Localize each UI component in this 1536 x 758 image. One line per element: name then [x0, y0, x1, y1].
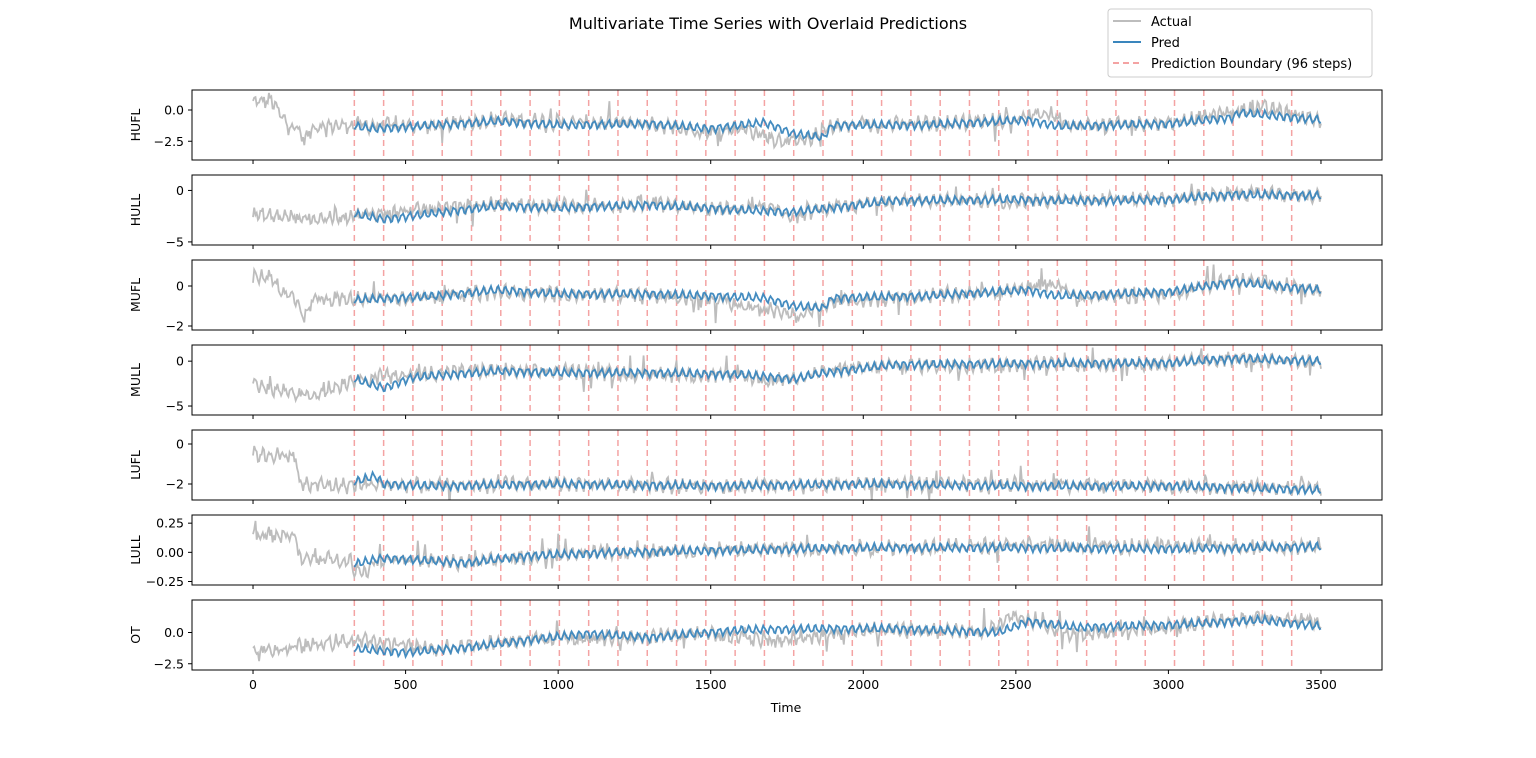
subplot-mull: 0 −5 MULL — [128, 344, 1383, 419]
y-tick-label: 0.00 — [156, 545, 184, 560]
y-axis-label: OT — [128, 626, 143, 644]
subplot-frame — [191, 344, 1383, 416]
subplot-frame — [191, 174, 1383, 246]
y-tick-label: 0 — [176, 183, 184, 198]
y-tick-label: 0.0 — [164, 103, 184, 118]
x-tick-label: 2500 — [1000, 677, 1032, 692]
chart-title: Multivariate Time Series with Overlaid P… — [569, 14, 967, 33]
pred-series-line — [353, 469, 1322, 496]
x-tick-label: 1500 — [695, 677, 727, 692]
subplot-ot: 0.0 −2.5 OT 0 500 1000 1500 2000 2500 3000 3500 — [128, 599, 1383, 692]
pred-series-line — [353, 107, 1322, 142]
pred-series-line — [353, 277, 1322, 313]
x-axis-label: Time — [770, 700, 802, 715]
subplot-frame — [191, 514, 1383, 586]
legend-frame — [1107, 8, 1373, 78]
subplot-lufl: 0 −2 LUFL — [128, 429, 1383, 504]
y-axis-label: LULL — [128, 535, 143, 564]
subplot-frame — [191, 89, 1383, 161]
legend: Actual Pred Prediction Boundary (96 step… — [1107, 8, 1373, 78]
x-tick-label: 3000 — [1153, 677, 1185, 692]
x-tick-label: 500 — [394, 677, 418, 692]
pred-series-line — [353, 613, 1322, 660]
y-tick-label: 0.25 — [156, 516, 184, 531]
y-tick-label: −5 — [166, 399, 184, 414]
y-axis-label: HUFL — [128, 109, 143, 142]
y-tick-label: −2 — [166, 477, 184, 492]
subplot-hufl: 0.0 −2.5 HUFL — [128, 89, 1383, 164]
subplot-frame — [191, 599, 1383, 671]
y-tick-label: 0.0 — [164, 625, 184, 640]
y-axis-label: HULL — [128, 194, 143, 227]
pred-series-line — [353, 188, 1322, 224]
subplot-mufl: 0 −2 MUFL — [128, 259, 1383, 334]
y-tick-label: −2.5 — [154, 656, 184, 671]
y-tick-label: −2.5 — [154, 134, 184, 149]
x-tick-label: 3500 — [1305, 677, 1337, 692]
y-axis-label: MUFL — [128, 278, 143, 312]
legend-boundary-label: Prediction Boundary (96 steps) — [1151, 57, 1352, 72]
y-tick-label: −2 — [166, 319, 184, 334]
subplot-frame — [191, 259, 1383, 331]
y-tick-label: −5 — [166, 234, 184, 249]
subplot-hull: 0 −5 HULL — [128, 174, 1383, 249]
y-tick-label: 0 — [176, 354, 184, 369]
y-tick-label: 0 — [176, 279, 184, 294]
legend-pred-label: Pred — [1151, 36, 1180, 51]
y-axis-label: MULL — [128, 363, 143, 397]
pred-series-line — [353, 352, 1322, 393]
x-tick-label: 1000 — [542, 677, 574, 692]
subplot-frame — [191, 429, 1383, 501]
x-tick-label: 0 — [249, 677, 257, 692]
y-tick-label: −0.25 — [146, 574, 184, 589]
actual-series-line — [252, 607, 1322, 662]
subplots: 0.0−2.5HUFL0−5HULL0−2MUFL0−5MULL0−2LUFL0… — [128, 89, 1383, 692]
legend-actual-label: Actual — [1151, 15, 1192, 30]
y-tick-label: 0 — [176, 437, 184, 452]
x-tick-label: 2000 — [847, 677, 879, 692]
y-axis-label: LUFL — [128, 450, 143, 480]
pred-series-line — [353, 540, 1322, 569]
